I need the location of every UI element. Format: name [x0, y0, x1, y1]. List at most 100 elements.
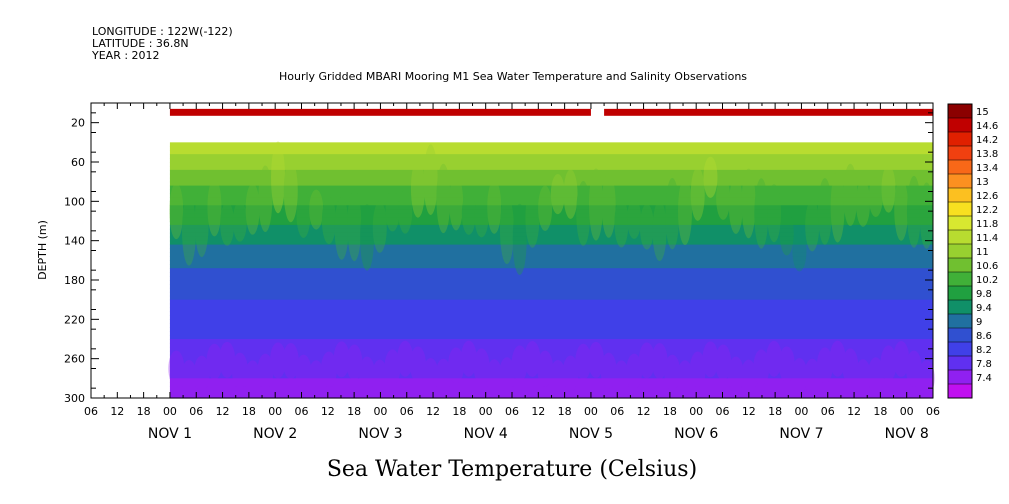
temperature-band [169, 276, 933, 281]
texture-mark [193, 355, 210, 392]
texture-mark [270, 342, 287, 379]
temperature-band [169, 287, 933, 293]
x-day-label: NOV 3 [358, 426, 402, 442]
x-tick-label: 18 [242, 405, 256, 418]
texture-mark [498, 357, 515, 394]
texture-mark [271, 141, 286, 214]
x-tick-label: 00 [689, 405, 703, 418]
colorbar-swatch [948, 314, 972, 329]
colorbar-swatch [948, 146, 972, 161]
texture-mark [397, 340, 414, 377]
texture-mark [652, 200, 667, 262]
temperature-band [169, 303, 933, 309]
x-tick-label: 06 [716, 405, 730, 418]
texture-mark [448, 347, 465, 384]
texture-mark [601, 173, 616, 238]
colorbar-label: 14.2 [976, 135, 998, 146]
colorbar-label: 12.6 [976, 191, 998, 202]
temperature-band [169, 323, 933, 328]
temperature-band [169, 382, 933, 387]
texture-mark [867, 357, 884, 394]
x-tick-label: 18 [873, 405, 887, 418]
x-tick-label: 12 [426, 405, 440, 418]
texture-mark [868, 176, 883, 217]
temperature-band [169, 209, 933, 214]
texture-mark [600, 352, 617, 389]
x-axis: 06 12 18 00 06 12 18 00 06 12 18 00 06 12 18 00 06 12 18 00… [84, 103, 940, 442]
temperature-band [169, 362, 933, 368]
colorbar-frame [947, 103, 973, 399]
colorbar-label: 11.4 [976, 233, 998, 244]
texture-mark [651, 343, 668, 380]
x-tick-label: 12 [742, 405, 756, 418]
x-tick-label: 18 [452, 405, 466, 418]
x-tick-label: 06 [926, 405, 940, 418]
texture-mark [842, 348, 859, 385]
temperature-band [169, 283, 933, 289]
texture-mark [715, 344, 732, 381]
x-day-label: NOV 1 [148, 426, 192, 442]
colorbar-label: 15 [976, 107, 989, 118]
x-tick-label: 12 [216, 405, 230, 418]
x-day-label: NOV 4 [464, 426, 508, 442]
temperature-band [169, 162, 933, 167]
texture-mark [487, 179, 502, 234]
temperature-band [169, 370, 933, 375]
texture-mark [716, 177, 731, 220]
colorbar-label: 11 [976, 247, 989, 258]
temperature-band [169, 177, 933, 183]
temperature-band [169, 335, 933, 340]
temperature-band [169, 197, 933, 202]
temperature-band [169, 350, 933, 356]
chart-title: Hourly Gridded MBARI Mooring M1 Sea Wate… [279, 70, 747, 83]
temperature-band [169, 346, 933, 352]
y-tick-label: 300 [64, 392, 85, 405]
x-tick-label: 00 [900, 405, 914, 418]
temperature-band [169, 390, 933, 395]
colorbar-label: 9.8 [976, 289, 992, 300]
colorbar-swatch [948, 230, 972, 245]
temperature-band [169, 217, 933, 222]
texture-mark [906, 175, 921, 248]
temperature-band [169, 264, 933, 269]
texture-mark [689, 351, 706, 388]
texture-mark [333, 341, 350, 378]
colorbar-swatch [948, 300, 972, 315]
texture-mark [449, 174, 464, 231]
temperature-band [169, 256, 933, 261]
texture-mark [587, 341, 604, 378]
texture-mark [778, 346, 795, 383]
texture-mark [282, 343, 299, 380]
colorbar-label: 13 [976, 177, 989, 188]
colorbar-label: 8.6 [976, 331, 992, 342]
x-tick-label: 12 [110, 405, 124, 418]
temperature-band [169, 358, 933, 364]
temperature-band [169, 268, 933, 273]
temperature-band [169, 339, 933, 344]
texture-mark [385, 190, 400, 232]
texture-mark [702, 341, 719, 378]
texture-mark [754, 178, 769, 249]
texture-mark [894, 177, 909, 241]
temperature-band [169, 331, 933, 336]
y-tick-label: 220 [64, 313, 85, 326]
texture-mark [549, 359, 566, 396]
colorbar-swatch [948, 174, 972, 189]
colorbar-label: 8.2 [976, 345, 992, 356]
texture-mark [499, 195, 514, 265]
texture-mark [409, 346, 426, 383]
texture-mark [511, 345, 528, 382]
x-day-label: NOV 5 [569, 426, 613, 442]
texture-mark [918, 359, 935, 396]
texture-mark [296, 190, 311, 238]
temperature-band [169, 154, 933, 159]
texture-mark [206, 343, 223, 380]
texture-mark [410, 159, 425, 218]
colorbar-swatch [948, 244, 972, 259]
x-day-label: NOV 6 [674, 426, 718, 442]
temperature-band [169, 221, 933, 226]
texture-mark [767, 184, 782, 243]
colorbar-swatch [948, 328, 972, 343]
texture-mark [346, 344, 363, 381]
texture-mark [308, 360, 325, 397]
